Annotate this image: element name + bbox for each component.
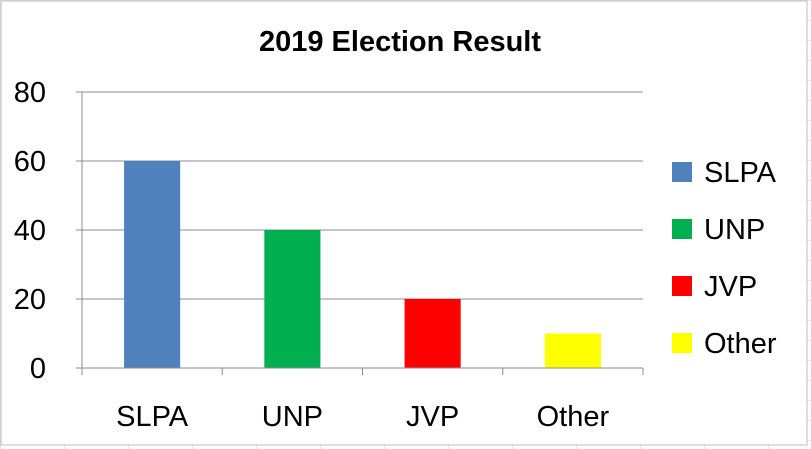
legend-swatch-unp (672, 219, 692, 239)
legend-swatch-jvp (672, 276, 692, 296)
bar-unp (264, 230, 321, 368)
legend-label-other: Other (704, 328, 777, 360)
legend-swatch-slpa (672, 162, 692, 182)
bar-jvp (404, 299, 461, 368)
y-tick-label-0: 0 (30, 353, 46, 385)
legend-swatch-other (672, 333, 692, 353)
chart-title: 2019 Election Result (259, 26, 541, 58)
legend-label-unp: UNP (704, 214, 765, 246)
axes: 0 20 40 60 80 SLPA UNP JVP Other (14, 77, 644, 433)
x-tick-label-slpa: SLPA (116, 401, 189, 433)
y-tick-label-20: 20 (14, 284, 46, 316)
y-tick-label-40: 40 (14, 215, 46, 247)
y-tick-label-80: 80 (14, 77, 46, 109)
x-tick-label-other: Other (537, 401, 610, 433)
bar-other (544, 333, 601, 368)
x-tick-label-jvp: JVP (406, 401, 459, 433)
bars (124, 161, 601, 368)
legend-label-jvp: JVP (704, 271, 757, 303)
legend: SLPA UNP JVP Other (672, 157, 777, 360)
x-tick-label-unp: UNP (262, 401, 323, 433)
y-tick-label-60: 60 (14, 146, 46, 178)
bar-slpa (124, 161, 181, 368)
legend-label-slpa: SLPA (704, 157, 777, 189)
